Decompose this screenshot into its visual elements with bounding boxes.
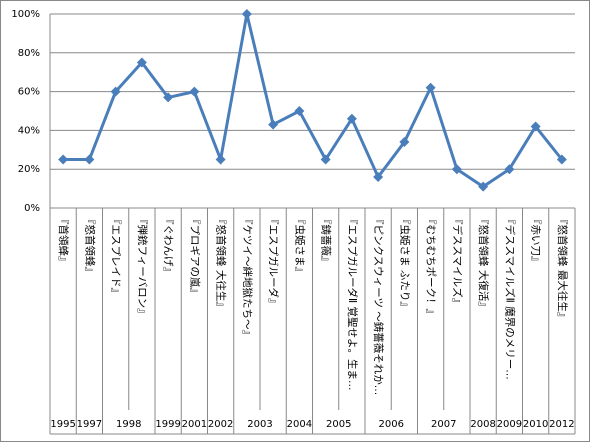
x-tick-label: 『むちむちポーク！』	[425, 214, 437, 319]
y-tick-label: 100%	[11, 9, 40, 20]
x-tick-label: 『虫姫さま ふたり』	[398, 214, 411, 312]
data-point	[451, 164, 462, 175]
x-tick-label: 『鋳薔薇』	[320, 214, 333, 267]
x-tick-label: 『弾銃フィーバロン』	[136, 214, 149, 319]
data-point	[58, 154, 69, 165]
year-label: 1999	[155, 419, 180, 430]
data-point	[320, 154, 331, 165]
data-point	[425, 82, 436, 93]
data-point	[504, 164, 515, 175]
y-tick-label: 60%	[18, 87, 40, 98]
year-label: 2010	[523, 419, 548, 430]
year-label: 2004	[287, 419, 312, 430]
x-tick-label: 『ケツイ～絆地獄たち～』	[241, 214, 254, 340]
year-label: 2008	[470, 419, 495, 430]
year-label: 1997	[77, 419, 102, 430]
x-tick-label: 『デススマイルズ』	[451, 214, 464, 308]
data-point	[268, 119, 279, 130]
data-point	[346, 113, 357, 124]
year-label: 2005	[326, 419, 351, 430]
year-label: 2002	[208, 419, 233, 430]
data-point	[478, 181, 489, 192]
x-tick-label: 『怒首領蜂 大往生』	[215, 214, 228, 312]
data-point	[189, 86, 200, 97]
data-point	[530, 121, 541, 132]
x-tick-label: 『ぐわんげ』	[162, 214, 174, 277]
x-tick-label: 『怒首領蜂 大復活』	[477, 214, 490, 312]
year-label: 1998	[116, 419, 141, 430]
data-line	[63, 13, 564, 189]
year-label: 2001	[182, 419, 207, 430]
y-tick-label: 20%	[18, 164, 40, 175]
year-label: 2012	[549, 419, 574, 430]
data-point	[241, 9, 252, 19]
x-tick-label: 『怒首領蜂 最大往生』	[556, 214, 569, 322]
x-tick-label: 『首領蜂』	[57, 214, 70, 267]
data-point	[163, 92, 174, 103]
data-point	[84, 154, 95, 165]
x-tick-label: 『赤い刀』	[530, 214, 542, 267]
x-tick-label: 『エスプガルーダⅡ 覚聖せよ。生ま…	[346, 214, 359, 391]
data-point	[556, 154, 567, 165]
y-tick-label: 40%	[18, 125, 40, 136]
x-tick-label: 『怒首領蜂』	[83, 214, 96, 277]
data-point	[373, 171, 384, 182]
data-point	[136, 57, 147, 68]
data-point	[294, 106, 305, 116]
year-label: 2009	[497, 419, 522, 430]
y-tick-label: 80%	[18, 48, 40, 59]
year-label: 2006	[379, 419, 404, 430]
x-tick-label: 『ピンクスウィーツ ～鋳薔薇それか…	[372, 214, 385, 395]
data-point	[215, 154, 226, 165]
year-label: 1995	[50, 419, 75, 430]
x-tick-label: 『プロギアの嵐』	[188, 214, 200, 298]
y-tick-label: 0%	[24, 203, 40, 214]
x-tick-label: 『デススマイルズⅡ 魔界のメリー…	[503, 214, 516, 380]
x-tick-label: 『虫姫さま』	[293, 214, 306, 277]
x-tick-label: 『エスプガルーダ』	[267, 214, 280, 309]
data-point	[399, 137, 410, 148]
x-tick-label: 『エスプレイド』	[110, 214, 122, 298]
year-label: 2003	[247, 419, 272, 430]
data-point	[110, 86, 121, 97]
year-label: 2007	[431, 419, 456, 430]
